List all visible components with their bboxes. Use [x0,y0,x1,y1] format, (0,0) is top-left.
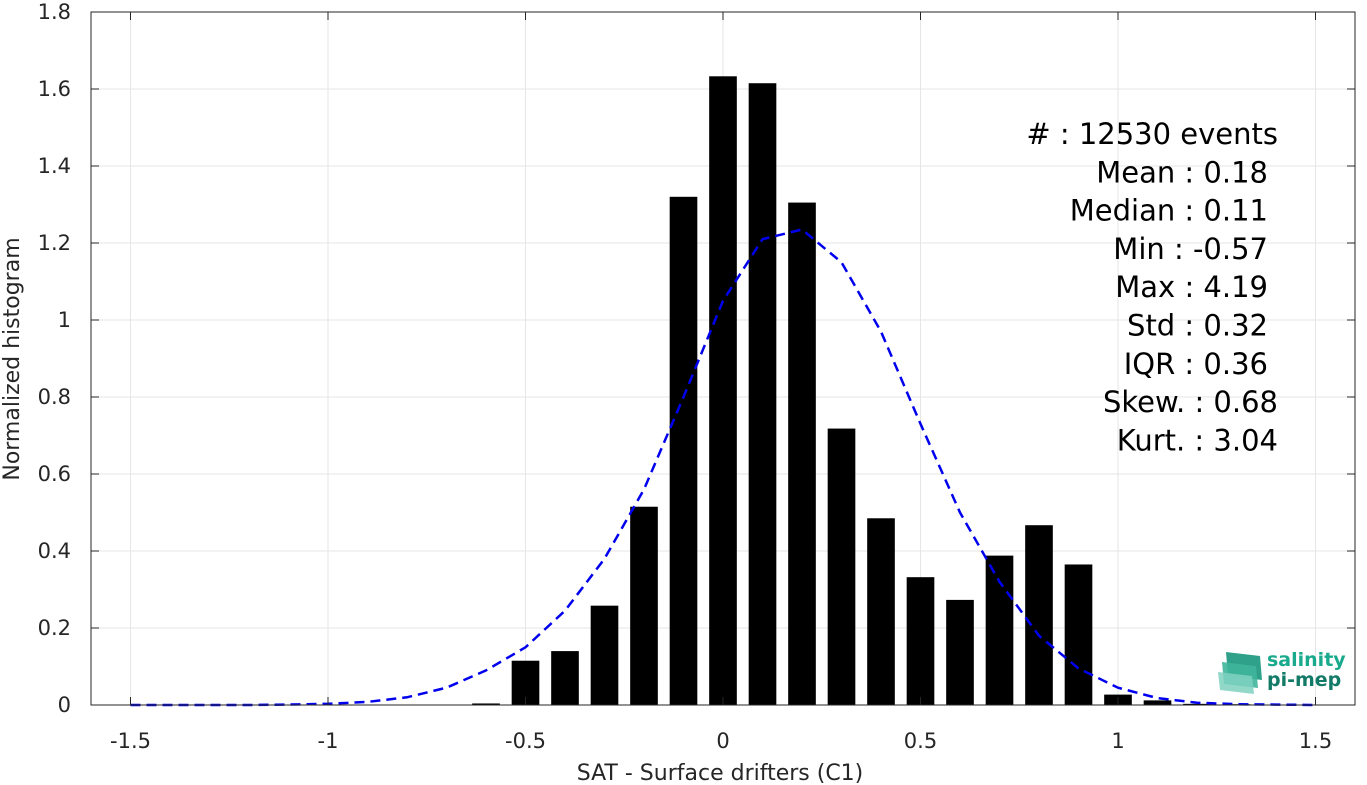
logo-mark-icon [1218,652,1262,694]
histogram-bar [551,651,579,705]
histogram-bar [709,76,737,706]
histogram-bar [788,202,816,705]
y-tick-label: 0.8 [38,385,71,409]
y-tick-label: 0.2 [38,616,71,640]
stat-line: Kurt. : 3.04 [1117,423,1278,457]
y-tick-labels: 0 0.2 0.4 0.6 0.8 1 1.2 1.4 1.6 1.8 [38,0,71,717]
y-tick-label: 1.6 [38,77,71,101]
stat-line: IQR : 0.36 [1124,347,1268,381]
x-tick-label: 0.5 [904,729,937,753]
stat-line: Skew. : 0.68 [1103,385,1278,419]
x-tick-labels: -1.5 -1 -0.5 0 0.5 1 1.5 [110,729,1332,753]
y-tick-label: 1.8 [38,0,71,24]
x-tick-label: 0 [716,729,729,753]
histogram-bar [472,703,500,705]
histogram-bar [1183,703,1211,705]
histogram-bar [1025,525,1053,705]
histogram-bar [630,506,658,705]
histogram-bar [1143,700,1172,705]
stat-line: Max : 4.19 [1115,270,1268,304]
y-tick-label: 0.6 [38,462,71,486]
logo-text-salinity: salinity [1267,649,1346,671]
x-tick-label: 1.5 [1299,729,1332,753]
histogram-bar [985,555,1014,705]
histogram-bar [946,599,974,705]
x-tick-label: -0.5 [505,729,546,753]
y-axis-title: Normalized histogram [0,237,25,480]
stat-line: Std : 0.32 [1127,309,1268,343]
y-tick-label: 0 [58,693,71,717]
stat-line: Min : -0.57 [1113,232,1268,266]
y-tick-label: 1 [58,308,71,332]
statistics-annotation: # : 12530 events Mean : 0.18 Median : 0.11… [1026,117,1278,457]
y-tick-label: 1.4 [38,154,71,178]
stat-line: Mean : 0.18 [1096,155,1268,189]
stat-line: Median : 0.11 [1070,194,1268,228]
x-tick-label: 1 [1111,729,1124,753]
histogram-bar [827,428,856,705]
x-tick-label: -1.5 [110,729,151,753]
salinity-pi-mep-logo: salinity pi-mep [1218,649,1346,694]
y-tick-label: 1.2 [38,231,71,255]
x-axis-title: SAT - Surface drifters (C1) [577,761,864,785]
histogram-bar [590,605,619,705]
logo-text-pi-mep: pi-mep [1267,669,1341,691]
stat-line: # : 12530 events [1026,117,1278,151]
histogram-bar [669,196,698,706]
histogram-bar [748,83,777,706]
histogram-bar [906,577,935,705]
x-tick-label: -1 [318,729,339,753]
axis-ticks [91,11,1355,706]
y-tick-label: 0.4 [38,539,71,563]
histogram-bars [472,76,1330,706]
histogram-bar [867,518,895,705]
histogram-bar [1064,564,1093,705]
